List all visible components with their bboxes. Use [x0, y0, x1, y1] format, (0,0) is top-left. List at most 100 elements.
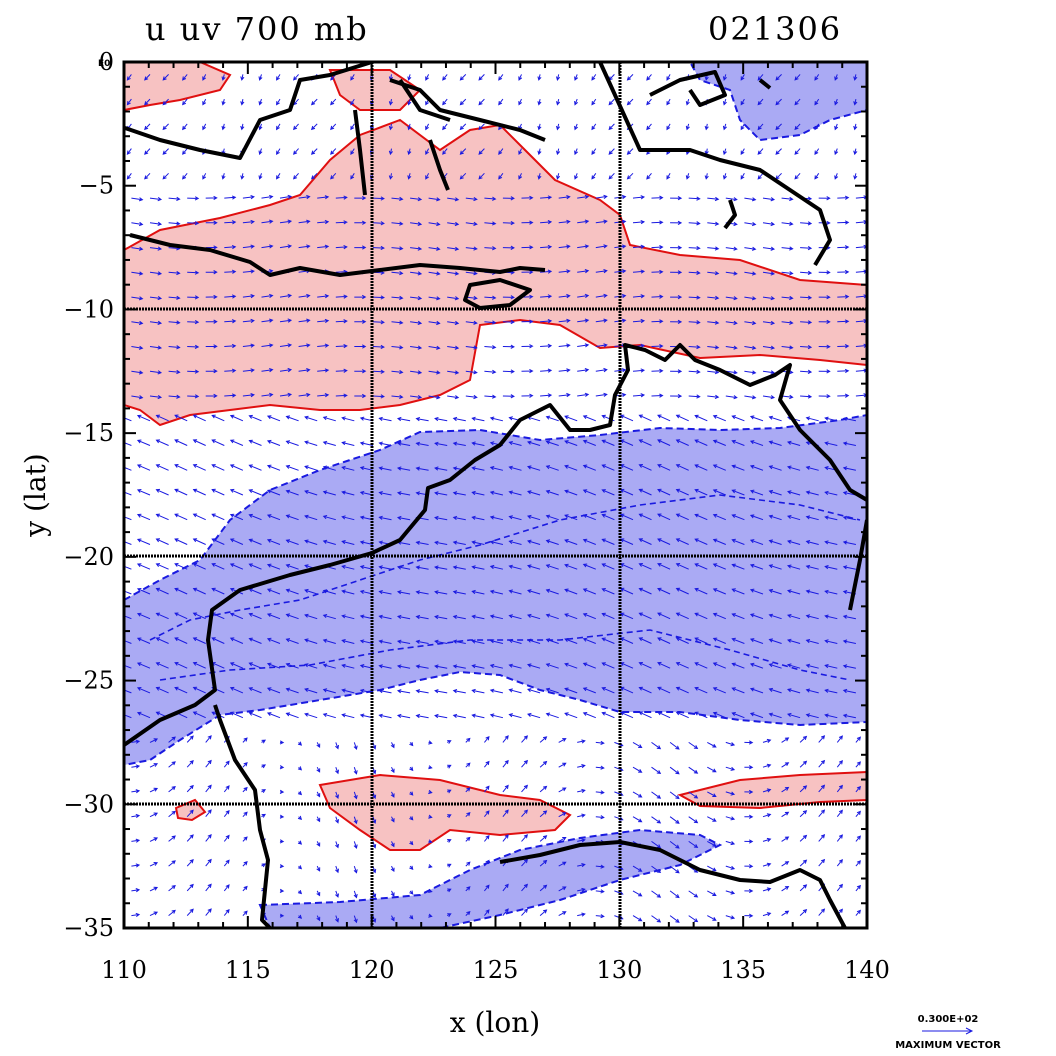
wind-vector [434, 689, 448, 694]
wind-vector [341, 540, 355, 545]
wind-vector [131, 345, 144, 350]
wind-vector [459, 98, 467, 106]
wind-vector [409, 816, 414, 821]
wind-vector [595, 367, 608, 373]
wind-vector [502, 759, 509, 768]
wind-vector [707, 246, 720, 251]
wind-vector [521, 735, 528, 743]
wind-vector [781, 811, 790, 818]
wind-vector [391, 295, 404, 300]
wind-vector [744, 271, 757, 276]
wind-vector [744, 320, 757, 326]
wind-vector [452, 491, 466, 496]
wind-vector [731, 712, 745, 719]
wind-vector [258, 98, 263, 106]
wind-vector [574, 173, 579, 180]
wind-vector [601, 711, 615, 719]
wind-vector [855, 269, 867, 274]
wind-vector [749, 712, 764, 719]
wind-vector [564, 514, 578, 521]
wind-vector [786, 465, 801, 471]
wind-vector [619, 414, 634, 422]
wind-vector [725, 246, 738, 251]
wind-vector [187, 295, 200, 300]
wind-vector [484, 246, 497, 251]
wind-vector [749, 563, 764, 570]
wind-vector [447, 296, 460, 301]
wind-vector [261, 789, 267, 793]
sulawesi-coastline [353, 78, 546, 196]
wind-vector [786, 515, 801, 521]
wind-vector [818, 344, 831, 349]
wind-vector [428, 370, 441, 375]
wind-vector [694, 464, 708, 471]
wind-vector [837, 269, 850, 275]
wind-vector [297, 791, 303, 796]
wind-vector [279, 194, 293, 199]
wind-vector [266, 439, 281, 446]
wind-vector [712, 588, 726, 595]
wind-vector [740, 98, 745, 106]
wind-vector [174, 439, 188, 446]
wind-vector [285, 539, 299, 545]
wind-vector [675, 587, 689, 595]
wind-vector [675, 464, 689, 471]
wind-vector [297, 865, 303, 870]
wind-vector [675, 637, 689, 644]
wind-vector [192, 464, 206, 471]
wind-vector [521, 220, 534, 225]
wind-vector [478, 98, 485, 106]
reference-vector-arrowhead [965, 1027, 974, 1035]
wind-vector [707, 196, 720, 202]
wind-vector [297, 766, 303, 771]
wind-vector [837, 393, 850, 398]
wind-vector [229, 538, 244, 545]
wind-vector [518, 173, 523, 180]
wind-vector [855, 368, 867, 373]
wind-vector [768, 465, 782, 471]
wind-vector [242, 762, 248, 768]
wind-vector [350, 148, 355, 155]
wind-vector [527, 589, 541, 595]
wind-vector [688, 369, 701, 374]
wind-vector [452, 664, 466, 669]
wind-vector [508, 490, 522, 496]
wind-vector [168, 295, 181, 300]
wind-vector [527, 663, 541, 669]
wind-vector [800, 369, 813, 374]
wind-vector [744, 370, 757, 375]
wind-vector [478, 74, 485, 81]
wind-vector [279, 839, 285, 844]
wind-vector [266, 538, 281, 545]
wind-vector [786, 614, 801, 620]
wind-vector [378, 590, 392, 595]
wind-vector [354, 220, 367, 225]
wind-vector [205, 809, 212, 818]
wind-vector [799, 884, 808, 892]
wind-vector [330, 172, 337, 180]
wind-vector [322, 638, 336, 644]
wind-vector [805, 465, 819, 471]
wind-vector [341, 614, 355, 620]
wind-vector [229, 414, 244, 422]
wind-vector [248, 538, 262, 545]
wind-vector [577, 739, 586, 744]
wind-vector [391, 369, 404, 375]
borneo-coastline [124, 62, 832, 267]
wind-vector [415, 590, 429, 595]
wind-vector [297, 840, 303, 845]
wind-vector [757, 123, 764, 131]
southern-westerly-patch [318, 773, 572, 851]
wind-vector [391, 221, 404, 226]
wind-vector [174, 538, 188, 545]
wind-vector [564, 464, 578, 471]
wind-vector [155, 612, 169, 620]
wind-vector [186, 760, 194, 768]
wind-vector [619, 612, 634, 620]
wind-vector [390, 865, 395, 873]
wind-vector [694, 488, 708, 496]
wind-vector [407, 98, 412, 106]
wind-vector [471, 466, 485, 471]
wind-vector [527, 490, 541, 496]
wind-vector [378, 416, 392, 422]
